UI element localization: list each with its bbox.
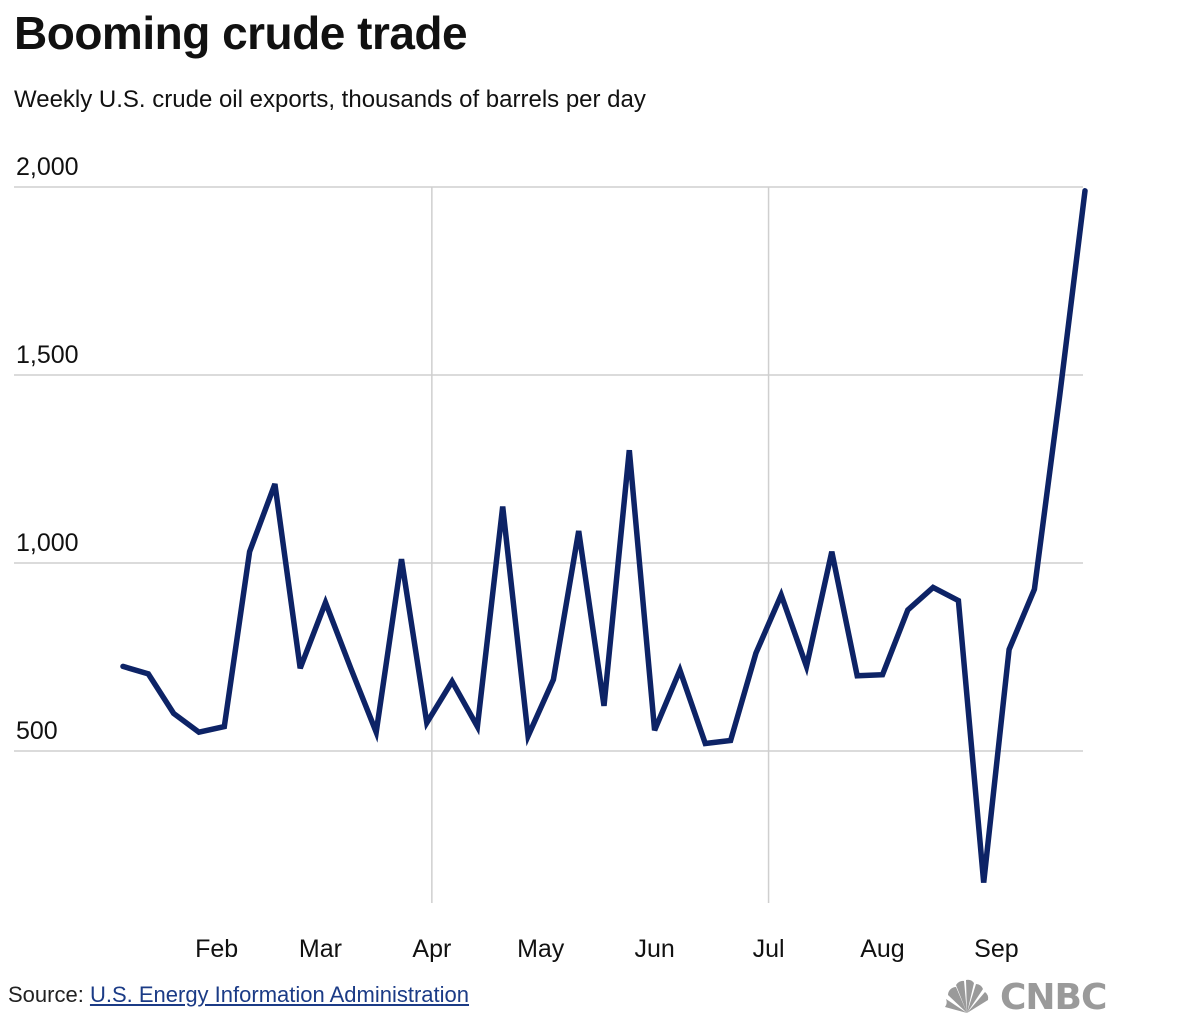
cnbc-logo: CNBC <box>940 974 1107 1020</box>
series-layer <box>120 188 1088 883</box>
x-tick-label: Jun <box>634 935 674 963</box>
x-tick-label: Jul <box>753 935 785 963</box>
logo-wordmark: CNBC <box>1000 976 1107 1018</box>
source-label: Source: <box>8 982 84 1007</box>
vertical-gridlines <box>431 187 770 903</box>
x-tick-label: May <box>517 935 565 963</box>
x-tick-label: Feb <box>195 935 238 963</box>
y-tick-label: 1,500 <box>16 341 79 369</box>
series-line <box>120 188 1088 883</box>
x-tick-label: Sep <box>974 935 1018 963</box>
x-tick-label: Aug <box>860 935 904 963</box>
chart-title: Booming crude trade <box>14 7 468 59</box>
source-line: Source: U.S. Energy Information Administ… <box>8 982 469 1008</box>
y-axis-tick-labels: 2,000 1,500 1,000 500 <box>16 153 79 745</box>
x-axis-tick-labels: Feb Mar Apr May Jun Jul Aug Sep <box>195 935 1019 963</box>
chart-subtitle: Weekly U.S. crude oil exports, thousands… <box>14 86 646 113</box>
x-tick-label: Apr <box>412 935 451 963</box>
y-tick-label: 2,000 <box>16 153 79 181</box>
nbc-peacock-icon <box>945 979 989 1013</box>
source-link[interactable]: U.S. Energy Information Administration <box>89 982 470 1007</box>
horizontal-gridlines <box>14 186 1083 752</box>
y-tick-label: 1,000 <box>16 529 79 557</box>
y-tick-label: 500 <box>16 717 58 745</box>
x-tick-label: Mar <box>299 935 342 963</box>
